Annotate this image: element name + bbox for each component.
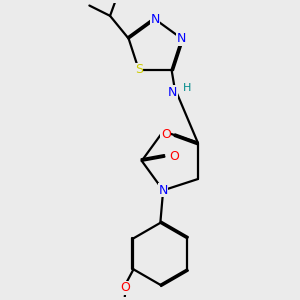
- Text: N: N: [158, 184, 168, 197]
- Text: N: N: [151, 13, 160, 26]
- Text: H: H: [183, 83, 191, 93]
- Text: N: N: [177, 32, 186, 45]
- Text: S: S: [135, 63, 143, 76]
- Text: O: O: [120, 281, 130, 294]
- Text: O: O: [161, 128, 171, 141]
- Text: N: N: [168, 86, 177, 99]
- Text: O: O: [169, 150, 179, 163]
